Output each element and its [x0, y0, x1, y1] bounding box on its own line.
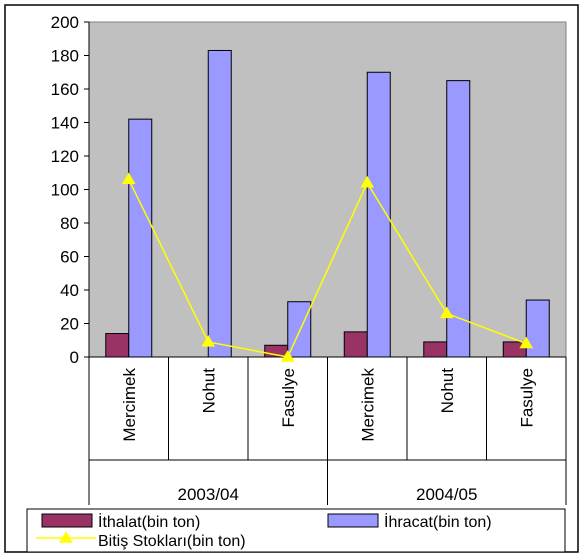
x-category-label: Fasulye [279, 368, 298, 428]
series-line [128, 179, 527, 358]
bar [525, 299, 550, 358]
y-tick-label: 140 [51, 114, 79, 133]
x-group-label: 2003/04 [178, 485, 239, 504]
x-category-label: Nohut [199, 368, 218, 414]
bar [207, 49, 232, 358]
x-category-label: Mercimek [358, 368, 377, 442]
y-tick-label: 200 [51, 13, 79, 32]
legend-marker [59, 531, 73, 543]
y-tick-label: 100 [51, 181, 79, 200]
y-tick-label: 20 [60, 315, 79, 334]
legend-label: İthalat(bin ton) [98, 512, 200, 531]
y-tick-label: 120 [51, 147, 79, 166]
bar [423, 341, 448, 358]
line-marker [439, 306, 454, 319]
line-marker [280, 350, 295, 362]
legend-label: Bitiş Stokları(bin ton) [98, 533, 246, 550]
legend-swatch [327, 513, 379, 528]
legend-label: İhracat(bin ton) [384, 512, 492, 531]
legend-swatch [41, 513, 93, 528]
x-group-label: 2004/05 [416, 485, 477, 504]
bar [343, 331, 368, 358]
line-marker [121, 172, 136, 185]
bar [105, 333, 130, 358]
y-tick-label: 0 [70, 348, 79, 367]
y-tick-label: 160 [51, 80, 79, 99]
y-tick-label: 80 [60, 214, 79, 233]
y-tick-label: 40 [60, 281, 79, 300]
legend-box [26, 508, 566, 553]
x-category-label: Fasulye [517, 368, 536, 428]
bar [128, 118, 153, 358]
x-category-label: Mercimek [120, 368, 139, 442]
plot-area [88, 21, 567, 358]
y-tick-label: 60 [60, 248, 79, 267]
line-marker [360, 175, 375, 188]
line-marker [519, 336, 534, 349]
x-category-label: Nohut [438, 368, 457, 414]
line-marker [201, 334, 216, 347]
bar [446, 80, 471, 358]
bar [366, 71, 391, 358]
y-tick-label: 180 [51, 47, 79, 66]
